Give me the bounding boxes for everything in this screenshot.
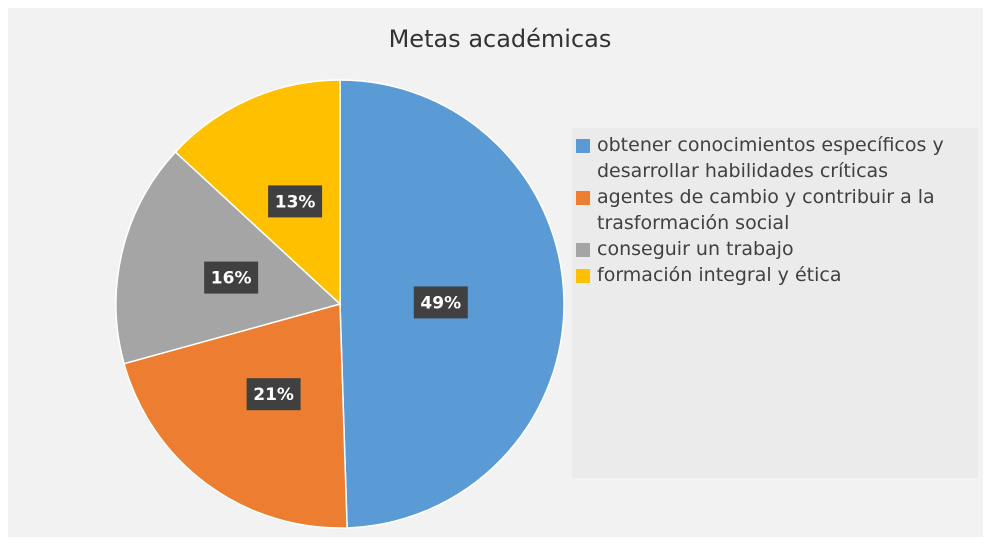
data-label-box <box>268 185 323 218</box>
legend-entry: agentes de cambio y contribuir a la tras… <box>576 184 974 236</box>
pie-slice <box>174 79 341 306</box>
data-label: 13% <box>275 192 316 212</box>
legend: obtener conocimientos específicos y desa… <box>572 128 978 478</box>
legend-swatch <box>576 139 590 153</box>
legend-label: conseguir un trabajo <box>597 238 794 260</box>
data-label-box <box>246 378 301 411</box>
data-label: 16% <box>211 269 252 289</box>
legend-label: obtener conocimientos específicos y desa… <box>597 134 944 182</box>
legend-label: formación integral y ética <box>597 264 842 286</box>
legend-swatch <box>576 269 590 283</box>
legend-swatch <box>576 191 590 205</box>
data-label: 49% <box>420 293 461 313</box>
data-label: 21% <box>253 385 294 405</box>
legend-label: agentes de cambio y contribuir a la tras… <box>597 186 935 234</box>
data-label-box <box>204 261 259 294</box>
legend-entry: formación integral y ética <box>576 262 974 288</box>
legend-entry: conseguir un trabajo <box>576 236 974 262</box>
legend-swatch <box>576 243 590 257</box>
legend-entry: obtener conocimientos específicos y desa… <box>576 132 974 184</box>
chart-title: Metas académicas <box>389 25 612 53</box>
pie-slice <box>123 303 348 529</box>
pie-slice <box>115 150 342 365</box>
data-label-box <box>413 286 468 319</box>
